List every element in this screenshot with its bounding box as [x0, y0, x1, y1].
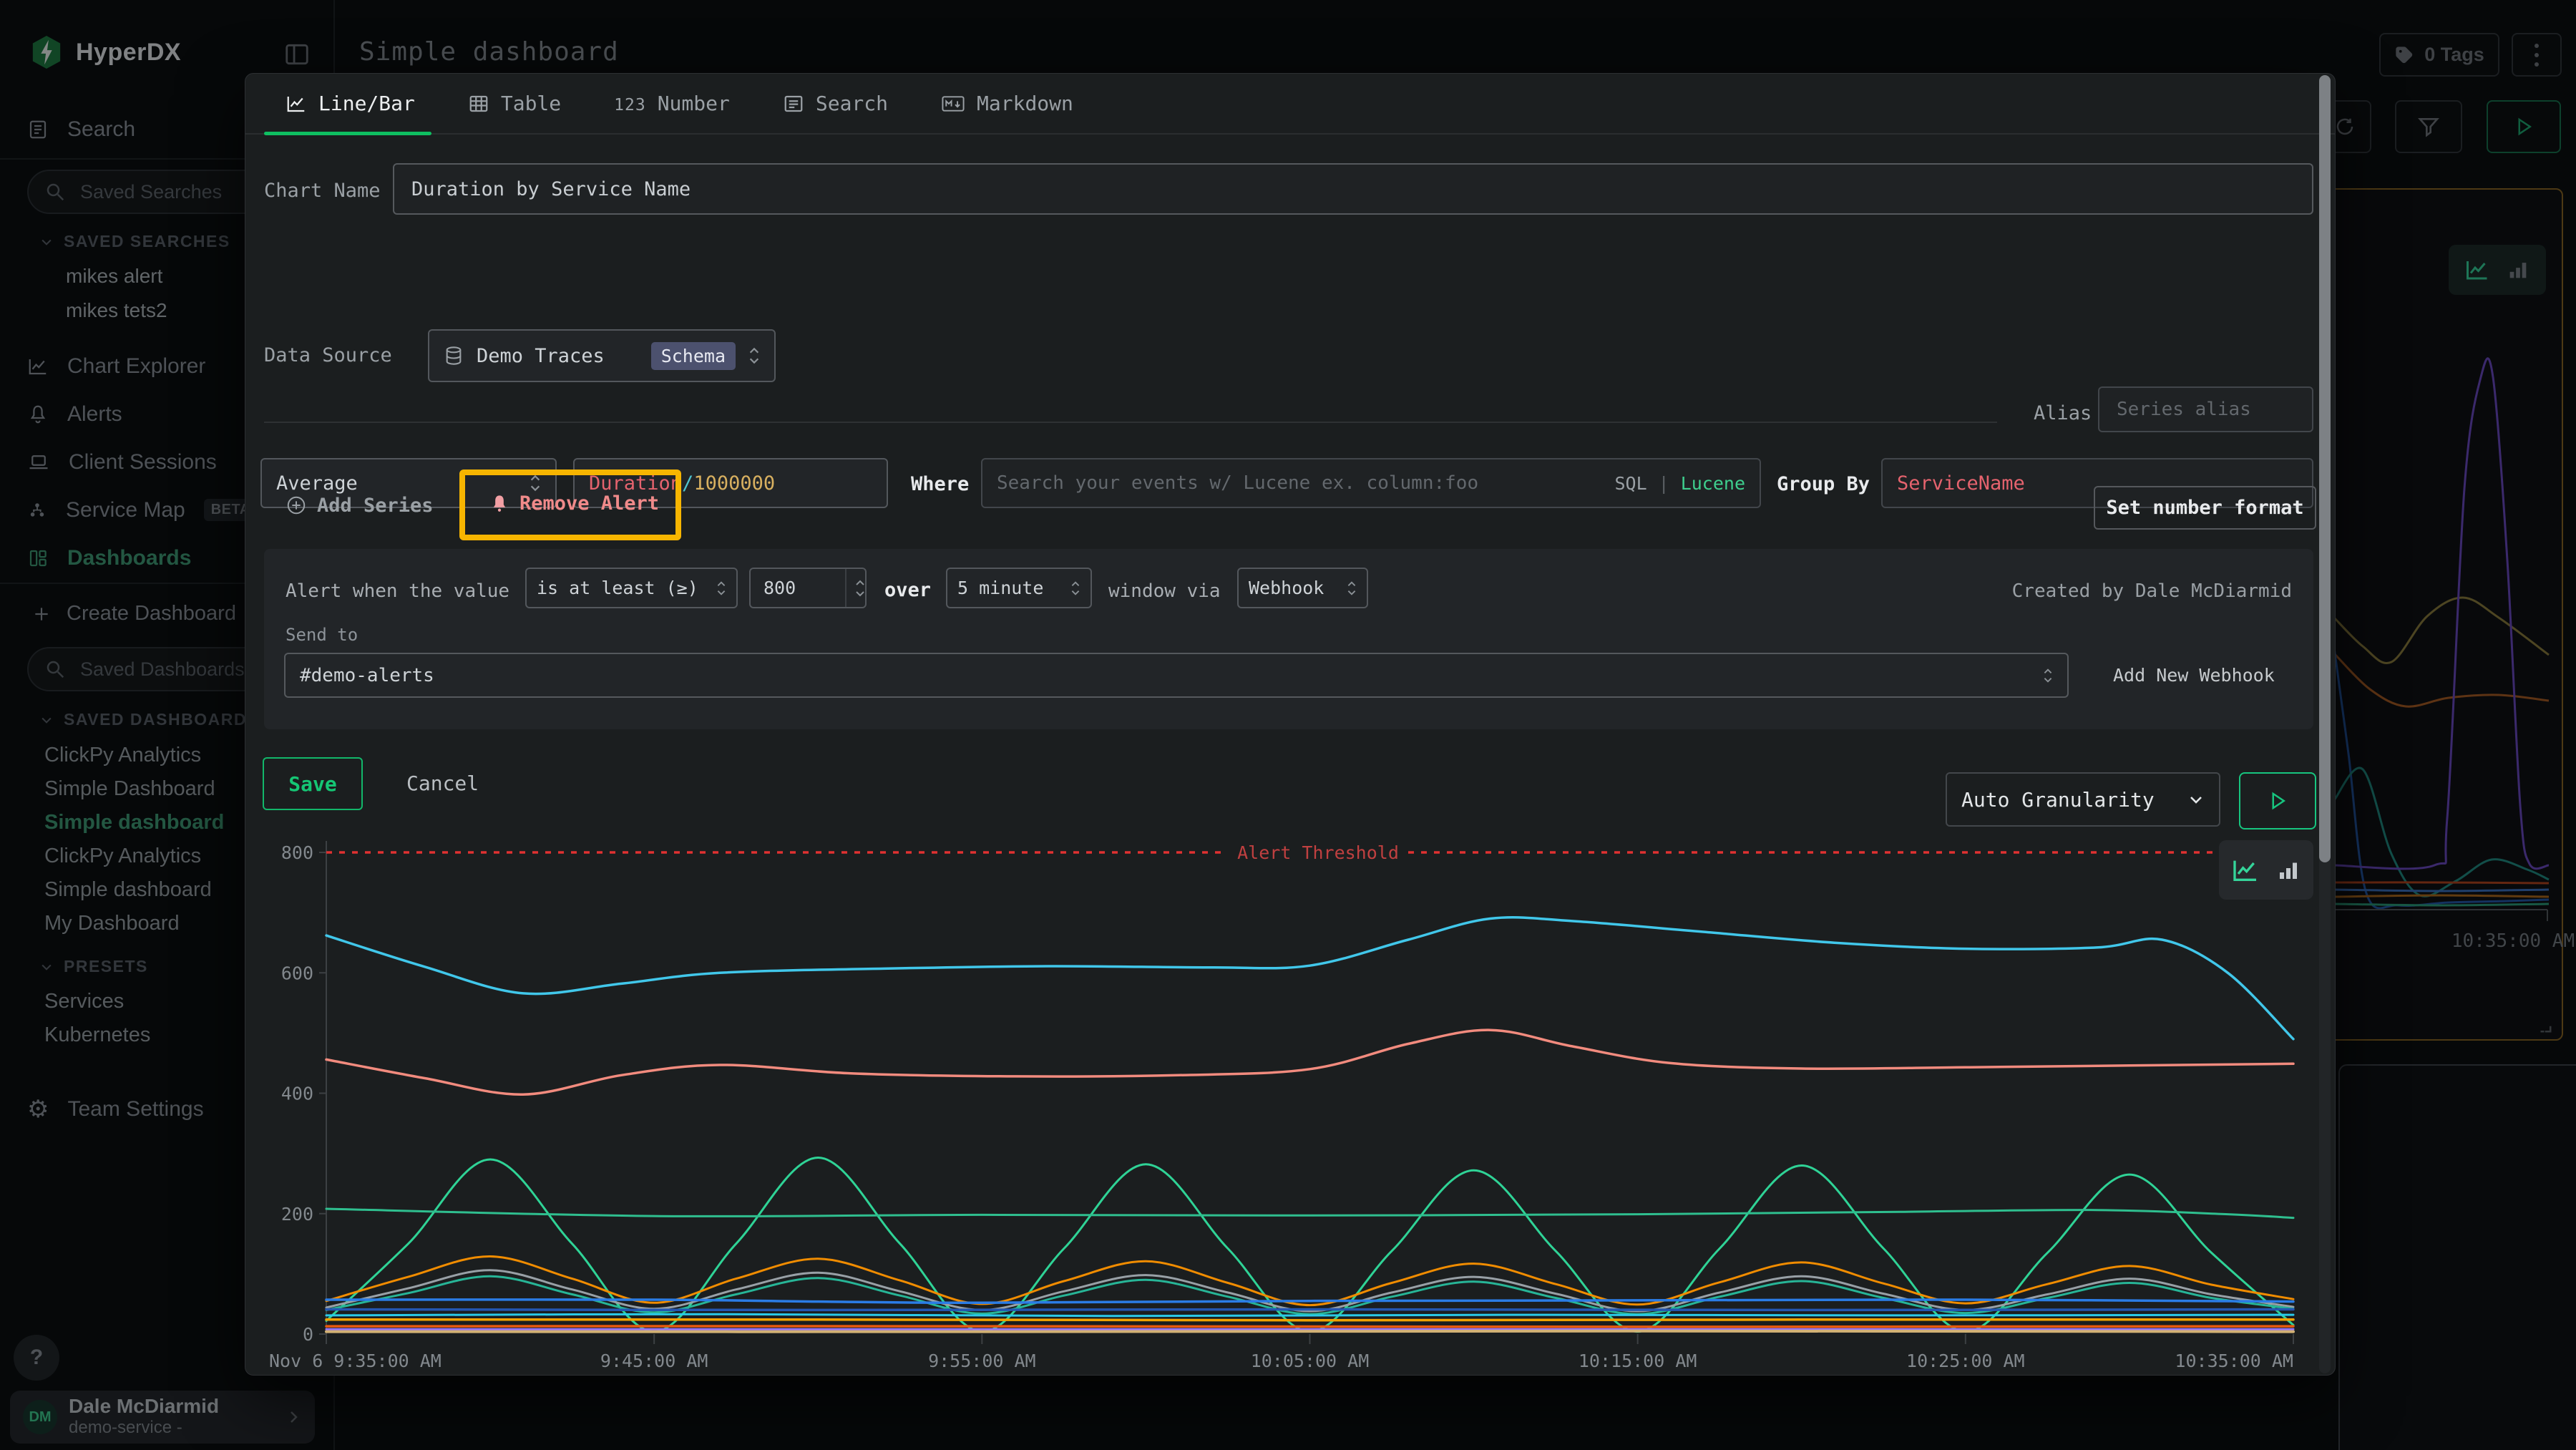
- line-chart-icon[interactable]: [2231, 856, 2260, 885]
- svg-text:10:05:00 AM: 10:05:00 AM: [1251, 1351, 1370, 1371]
- tabs-divider: [245, 133, 2335, 135]
- created-by-text: Created by Dale McDiarmid: [2012, 580, 2292, 602]
- modal-scrollbar-thumb[interactable]: [2319, 75, 2331, 862]
- data-source-label: Data Source: [264, 344, 392, 366]
- save-button[interactable]: Save: [263, 757, 363, 810]
- alert-threshold-input[interactable]: 800: [749, 568, 867, 608]
- alert-config-panel: Alert when the value is at least (≥) 800…: [264, 549, 2313, 729]
- chart-type-toggle[interactable]: [2219, 840, 2313, 900]
- select-chevrons-icon: [748, 346, 760, 366]
- series-alias-input[interactable]: [2098, 386, 2313, 432]
- select-chevrons-icon: [1070, 580, 1080, 597]
- list-icon: [783, 93, 804, 115]
- alias-label: Alias: [2034, 402, 2092, 424]
- group-by-label: Group By: [1777, 473, 1870, 495]
- window-via-text: window via: [1108, 580, 1221, 602]
- svg-text:800: 800: [281, 842, 313, 863]
- number-stepper[interactable]: [845, 569, 865, 607]
- svg-text:200: 200: [281, 1204, 313, 1225]
- svg-text:Alert Threshold: Alert Threshold: [1237, 842, 1399, 863]
- chart-name-label: Chart Name: [264, 180, 381, 202]
- tab-line-bar[interactable]: Line/Bar: [286, 92, 415, 115]
- run-chart-button[interactable]: [2239, 772, 2316, 829]
- chevron-down-icon: [2187, 791, 2205, 808]
- play-icon: [2267, 790, 2288, 812]
- chevron-up-icon[interactable]: [855, 579, 865, 586]
- svg-text:600: 600: [281, 963, 313, 983]
- expression-token: 1000000: [693, 472, 775, 495]
- tab-number[interactable]: 123Number: [614, 92, 730, 115]
- alert-channel-select[interactable]: Webhook: [1237, 568, 1368, 608]
- granularity-select[interactable]: Auto Granularity: [1946, 772, 2220, 827]
- chevron-down-icon[interactable]: [855, 590, 865, 598]
- send-to-label: Send to: [286, 625, 358, 645]
- svg-text:10:35:00 AM: 10:35:00 AM: [2175, 1351, 2293, 1371]
- chart-type-tabs: Line/Bar Table 123Number Search Markdown: [286, 74, 1073, 133]
- where-label: Where: [911, 473, 969, 495]
- tab-table[interactable]: Table: [468, 92, 561, 115]
- send-to-select[interactable]: #demo-alerts: [284, 653, 2069, 698]
- 123-icon: 123: [614, 92, 646, 115]
- edit-chart-modal: Line/Bar Table 123Number Search Markdown Cha…: [245, 73, 2336, 1376]
- where-placeholder: Search your events w/ Lucene ex. column:…: [997, 472, 1614, 494]
- tab-search[interactable]: Search: [783, 92, 888, 115]
- sql-mode-toggle[interactable]: SQL: [1614, 473, 1646, 494]
- svg-text:9:45:00 AM: 9:45:00 AM: [600, 1351, 708, 1371]
- alert-window-select[interactable]: 5 minute: [946, 568, 1092, 608]
- expression-token: /: [682, 472, 693, 495]
- markdown-icon: [941, 93, 965, 115]
- alert-lead-text: Alert when the value: [286, 580, 509, 602]
- svg-text:0: 0: [303, 1324, 313, 1345]
- svg-text:400: 400: [281, 1084, 313, 1104]
- svg-text:10:25:00 AM: 10:25:00 AM: [1906, 1351, 2025, 1371]
- preview-chart: 800 600 400 200 0 Nov 6 9:35:00 AM 9:45:00 AM 9…: [264, 831, 2316, 1375]
- select-chevrons-icon: [1347, 580, 1357, 597]
- plus-circle-icon: [286, 495, 307, 516]
- svg-text:10:15:00 AM: 10:15:00 AM: [1579, 1351, 1697, 1371]
- data-source-value: Demo Traces: [477, 345, 638, 367]
- divider: [264, 422, 1997, 423]
- svg-text:9:55:00 AM: 9:55:00 AM: [928, 1351, 1036, 1371]
- bar-chart-icon[interactable]: [2275, 857, 2301, 883]
- over-text: over: [884, 579, 931, 601]
- schema-badge: Schema: [651, 342, 736, 370]
- select-chevrons-icon: [716, 580, 726, 597]
- data-source-select[interactable]: Demo Traces Schema: [428, 329, 776, 382]
- tab-markdown[interactable]: Markdown: [941, 92, 1073, 115]
- svg-text:Nov 6 9:35:00 AM: Nov 6 9:35:00 AM: [269, 1351, 441, 1371]
- bell-icon: [489, 493, 509, 515]
- add-series-button[interactable]: Add Series: [286, 492, 434, 518]
- remove-alert-button[interactable]: Remove Alert: [489, 492, 659, 515]
- chart-line-icon: [286, 93, 307, 115]
- alert-condition-select[interactable]: is at least (≥): [525, 568, 738, 608]
- where-input[interactable]: Search your events w/ Lucene ex. column:…: [981, 458, 1761, 508]
- lucene-mode-toggle[interactable]: Lucene: [1681, 473, 1745, 494]
- database-icon: [444, 345, 464, 366]
- chart-name-input[interactable]: [393, 163, 2313, 215]
- cancel-button[interactable]: Cancel: [406, 772, 479, 795]
- table-icon: [468, 93, 489, 115]
- set-number-format-button[interactable]: Set number format: [2094, 486, 2316, 530]
- group-by-value: ServiceName: [1897, 472, 2025, 495]
- add-new-webhook-link[interactable]: Add New Webhook: [2113, 665, 2275, 686]
- select-chevrons-icon: [2043, 667, 2053, 684]
- app-screen: Simple dashboard 0 Tags: [0, 0, 2576, 1450]
